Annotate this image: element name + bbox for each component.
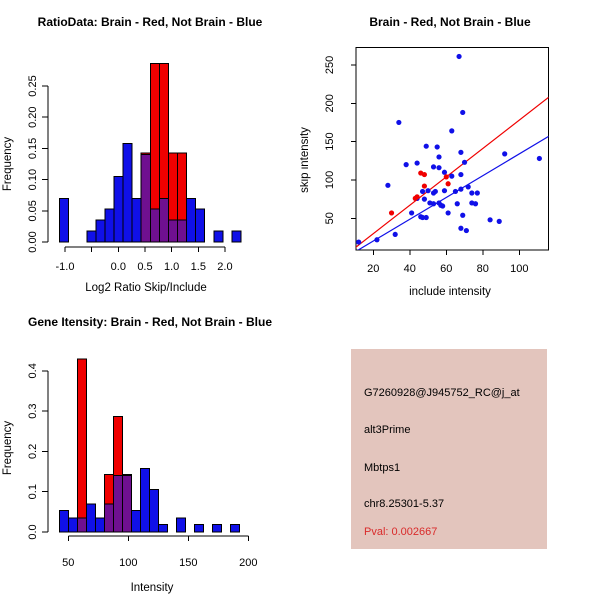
svg-text:0.3: 0.3 [27, 403, 39, 418]
info-quadrant: G7260928@J945752_RC@j_at alt3Prime Mbtps… [300, 300, 600, 600]
svg-text:0.10: 0.10 [27, 169, 39, 190]
gene-histogram-panel: Gene Itensity: Brain - Red, Not Brain - … [0, 300, 300, 600]
ratio-histogram-title: RatioData: Brain - Red, Not Brain - Blue [37, 15, 263, 29]
ratio-histogram: 0.00 0.05 0.10 0.15 0.20 0.25 -1.0 0.0 0.5 1.0 1.5… [2, 63, 242, 294]
svg-text:250: 250 [324, 56, 336, 74]
svg-text:20: 20 [367, 263, 379, 275]
svg-text:40: 40 [404, 263, 416, 275]
ratio-histogram-xlabel: Log2 Ratio Skip/Include [85, 282, 206, 294]
scatter-ylabel: skip intensity [300, 127, 311, 193]
info-gene-name: Mbtps1 [364, 462, 401, 474]
ratio-histogram-panel: RatioData: Brain - Red, Not Brain - Blue… [0, 0, 300, 300]
info-pval: Pval: 0.002667 [364, 526, 438, 538]
svg-text:100: 100 [324, 171, 336, 189]
gene-histogram-title: Gene Itensity: Brain - Red, Not Brain - … [27, 315, 273, 329]
svg-text:80: 80 [477, 263, 489, 275]
svg-text:150: 150 [179, 557, 197, 569]
svg-text:0.5: 0.5 [137, 261, 152, 273]
svg-text:200: 200 [239, 557, 257, 569]
gene-histogram-xlabel: Intensity [131, 582, 174, 594]
intensity-scatter: 20 40 60 80 100 50 100 150 200 250 skip intensity… [300, 47, 550, 298]
ratio-histogram-ylabel: Frequency [2, 137, 14, 192]
svg-text:0.25: 0.25 [27, 75, 39, 96]
svg-text:100: 100 [119, 557, 137, 569]
scatter-xlabel: include intensity [409, 286, 491, 298]
info-splice-type: alt3Prime [364, 424, 411, 436]
svg-text:1.0: 1.0 [164, 261, 179, 273]
svg-text:2.0: 2.0 [217, 261, 232, 273]
svg-text:0.15: 0.15 [27, 138, 39, 159]
svg-text:200: 200 [324, 94, 336, 112]
svg-text:0.1: 0.1 [27, 484, 39, 499]
gene-intensity-histogram: 0.0 0.1 0.2 0.3 0.4 50 100 150 200 Frequency Int… [2, 358, 257, 594]
gene-histogram-ylabel: Frequency [2, 421, 14, 476]
gene-histogram-plot-area: 0.0 0.1 0.2 0.3 0.4 50 100 150 200 [27, 358, 257, 569]
info-probe-id: G7260928@J945752_RC@j_at [364, 387, 520, 399]
svg-text:50: 50 [324, 212, 336, 224]
scatter-plot-area: 20 40 60 80 100 50 100 150 200 250 [324, 47, 550, 275]
svg-text:0.05: 0.05 [27, 200, 39, 221]
svg-text:0.00: 0.00 [27, 231, 39, 252]
svg-text:0.4: 0.4 [27, 363, 39, 378]
svg-text:150: 150 [324, 132, 336, 150]
svg-text:60: 60 [440, 263, 452, 275]
svg-text:50: 50 [62, 557, 74, 569]
info-panel: G7260928@J945752_RC@j_at alt3Prime Mbtps… [351, 349, 547, 549]
svg-text:0.2: 0.2 [27, 444, 39, 459]
svg-text:-1.0: -1.0 [55, 261, 74, 273]
svg-text:0.0: 0.0 [27, 524, 39, 539]
ratio-histogram-plot-area: 0.00 0.05 0.10 0.15 0.20 0.25 -1.0 0.0 0.5 1.0 1.5… [27, 63, 242, 273]
svg-text:100: 100 [510, 263, 528, 275]
svg-text:0.0: 0.0 [111, 261, 126, 273]
svg-text:1.5: 1.5 [191, 261, 206, 273]
svg-text:0.20: 0.20 [27, 106, 39, 127]
scatter-panel: Brain - Red, Not Brain - Blue 20 40 60 80 10… [300, 0, 600, 300]
info-chromosome-location: chr8.25301-5.37 [364, 498, 445, 510]
scatter-title: Brain - Red, Not Brain - Blue [369, 15, 531, 29]
